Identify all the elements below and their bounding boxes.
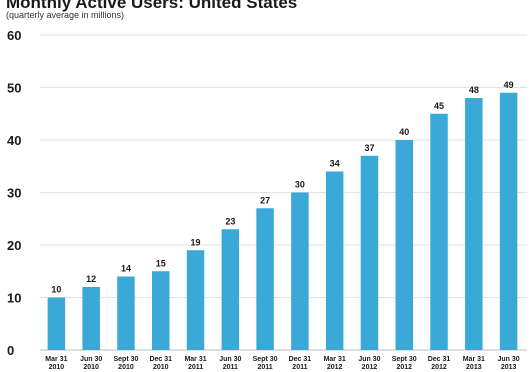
x-tick-label-year: 2010: [83, 364, 99, 371]
data-label: 27: [260, 195, 270, 205]
x-tick-label-year: 2011: [292, 364, 307, 371]
x-tick-label-year: 2012: [362, 364, 378, 371]
x-tick-label: Mar 31: [45, 356, 67, 363]
chart-title: Monthly Active Users: United States: [6, 0, 298, 12]
x-tick-label-year: 2012: [396, 364, 412, 371]
bar: [47, 297, 66, 350]
x-tick-label: Dec 31: [428, 356, 451, 363]
data-label: 23: [225, 216, 235, 226]
bars: [47, 92, 518, 350]
x-tick-label-year: 2010: [118, 364, 134, 371]
data-label: 37: [364, 143, 374, 153]
data-label: 19: [191, 237, 201, 247]
bar: [82, 287, 100, 350]
x-tick-label-year: 2012: [327, 364, 343, 371]
x-tick-label: Dec 31: [149, 356, 172, 363]
bar: [325, 171, 344, 350]
bar: [152, 271, 170, 350]
y-tick-label: 30: [7, 186, 21, 201]
y-tick-label: 20: [7, 238, 21, 253]
x-tick-label: Jun 30: [498, 356, 520, 363]
bar: [499, 92, 518, 350]
x-tick-label: Jun 30: [358, 356, 380, 363]
bar: [395, 140, 413, 350]
bar: [256, 208, 274, 350]
x-tick-label-year: 2011: [223, 364, 238, 371]
data-label: 15: [156, 258, 166, 268]
x-tick-label-year: 2013: [501, 364, 517, 371]
y-tick-label: 40: [7, 133, 21, 148]
bar: [221, 229, 240, 350]
x-tick-label-year: 2011: [188, 364, 203, 371]
bar: [117, 276, 135, 350]
x-tick-label: Dec 31: [289, 356, 312, 363]
data-label: 40: [399, 127, 409, 137]
gridlines: [40, 34, 527, 351]
y-tick-label: 60: [7, 28, 21, 43]
data-label: 14: [121, 264, 131, 274]
data-label: 49: [504, 80, 514, 90]
x-tick-label-year: 2011: [258, 364, 273, 371]
data-label: 10: [51, 285, 61, 295]
bar: [291, 192, 309, 350]
data-label: 34: [330, 159, 340, 169]
y-tick-label: 50: [7, 81, 21, 96]
data-label: 45: [434, 101, 444, 111]
y-axis-ticks: 0 10 20 30 40 50 60: [7, 28, 21, 358]
bar: [430, 113, 448, 350]
y-tick-label: 0: [7, 343, 14, 358]
x-tick-label: Jun 30: [80, 356, 102, 363]
x-tick-label-year: 2012: [431, 364, 447, 371]
x-tick-label: Sept 30: [392, 356, 417, 363]
bar: [186, 250, 205, 350]
y-tick-label: 10: [7, 291, 21, 306]
data-label: 48: [469, 85, 479, 95]
data-labels: 10 12 14 15 19 23 27 30 34 37 40 45 48 49: [51, 80, 513, 295]
x-tick-label: Sept 30: [253, 356, 278, 363]
x-tick-label: Mar 31: [463, 356, 485, 363]
bar: [360, 155, 379, 350]
data-label: 12: [86, 274, 96, 284]
x-tick-label: Mar 31: [324, 356, 346, 363]
x-tick-label-year: 2010: [49, 364, 65, 371]
bar: [465, 98, 483, 350]
x-tick-label: Mar 31: [184, 356, 206, 363]
data-label: 30: [295, 180, 305, 190]
x-tick-label-year: 2010: [153, 364, 169, 371]
chart-subtitle: (quarterly average in millions): [6, 10, 125, 20]
x-tick-label: Jun 30: [219, 356, 241, 363]
x-tick-label: Sept 30: [114, 356, 139, 363]
x-tick-label-year: 2013: [466, 364, 482, 371]
